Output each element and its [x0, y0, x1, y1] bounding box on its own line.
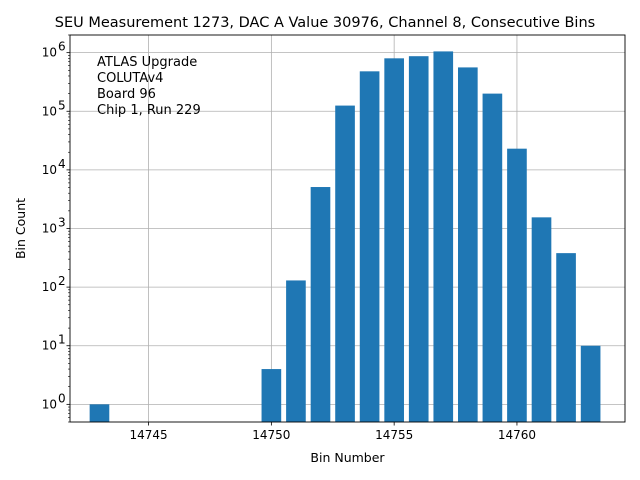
y-tick-label: 10	[42, 339, 57, 353]
y-tick-exponent: 2	[58, 274, 66, 288]
bar	[580, 345, 601, 422]
y-tick-exponent: 3	[58, 216, 66, 230]
bar	[507, 148, 527, 422]
bar	[556, 253, 576, 422]
annotation-line: Board 96	[97, 87, 156, 102]
x-axis-label: Bin Number	[310, 450, 385, 465]
x-tick-label: 14755	[375, 428, 413, 442]
bar	[482, 93, 503, 422]
x-tick-label: 14745	[129, 428, 167, 442]
bar	[433, 51, 454, 423]
bar	[286, 280, 306, 422]
y-tick-exponent: 6	[58, 40, 66, 54]
bar	[531, 217, 552, 422]
y-tick-label: 10	[42, 163, 57, 177]
x-tick-label: 14750	[252, 428, 290, 442]
annotation-line: ATLAS Upgrade	[97, 55, 197, 70]
bar	[89, 404, 110, 422]
bar	[335, 105, 355, 422]
annotation-line: Chip 1, Run 229	[97, 103, 201, 118]
bar	[359, 71, 380, 423]
x-tick-label: 14760	[498, 428, 536, 442]
y-tick-label: 10	[42, 222, 57, 236]
y-tick-exponent: 4	[58, 157, 66, 171]
y-axis-label: Bin Count	[13, 198, 28, 259]
annotation-line: COLUTAv4	[97, 71, 163, 86]
bar	[408, 56, 429, 422]
bar	[261, 369, 282, 422]
bars	[89, 51, 601, 423]
chart-title: SEU Measurement 1273, DAC A Value 30976,…	[55, 15, 595, 31]
bar	[458, 67, 478, 422]
y-tick-label: 10	[42, 397, 57, 411]
y-tick-exponent: 0	[58, 391, 66, 405]
y-tick-label: 10	[42, 280, 57, 294]
bar	[310, 187, 331, 422]
y-tick-label: 10	[42, 46, 57, 60]
y-tick-label: 10	[42, 104, 57, 118]
bar	[384, 58, 404, 422]
y-tick-exponent: 1	[58, 333, 66, 347]
y-tick-exponent: 5	[58, 98, 66, 112]
